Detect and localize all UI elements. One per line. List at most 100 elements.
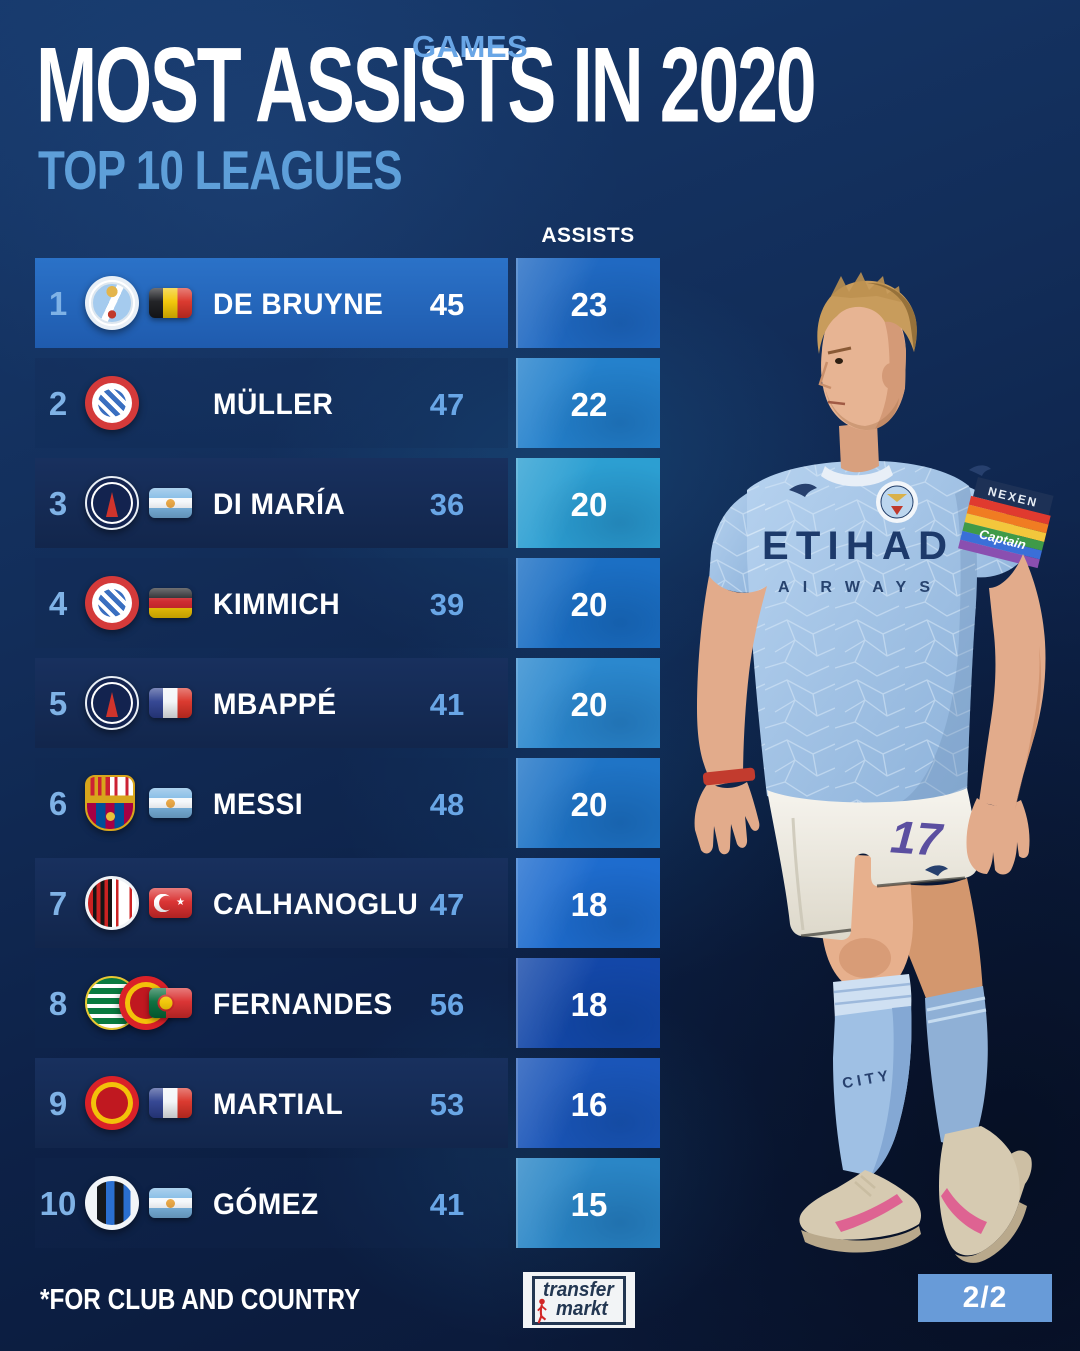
club-badges [85,576,139,630]
club-badges [85,876,139,930]
nation-flags [149,488,192,518]
club-badges [85,476,139,530]
assists-value: 20 [570,586,608,623]
assists-cell: 15 [516,1158,660,1248]
assists-value: 15 [570,1186,608,1223]
games-value: 41 [429,687,465,722]
player-name: FERNANDES [213,988,393,1021]
table-row: 1 DE BRUYNE 45 23 [35,258,660,348]
table-row: 6 MESSI 48 20 [35,758,660,848]
player-name: DI MARÍA [213,488,346,521]
rank-number: 10 [39,1185,77,1222]
flag-france [149,1088,192,1118]
assists-cell: 18 [516,958,660,1048]
brand-logo: transfer markt [523,1272,635,1328]
assists-value: 16 [570,1086,608,1123]
brand-line1: transfer [542,1278,614,1301]
nation-flags [149,288,192,318]
player-name: MARTIAL [213,1088,344,1121]
assists-cell: 22 [516,358,660,448]
column-header-games: GAMES [412,29,529,64]
shorts-number: 17 [889,810,946,866]
flag-gloss [149,1188,192,1218]
club-badges [85,276,139,330]
rank-number: 9 [48,1085,68,1122]
assists-value: 23 [570,286,608,323]
player-name: GÓMEZ [213,1188,319,1221]
club-badge-atalanta [85,1176,139,1230]
games-value: 41 [429,1187,465,1222]
player-name: MESSI [213,788,304,821]
assists-cell: 20 [516,758,660,848]
page-title: MOST ASSISTS IN 2020 [36,25,817,145]
club-badge-man-city [85,276,139,330]
games-value: 53 [429,1087,465,1122]
rank-number: 4 [48,585,68,622]
nation-flags [149,1088,192,1118]
flag-gloss [149,588,192,618]
club-badges [85,676,139,730]
rank-number: 3 [48,485,68,522]
flag-belgium [149,288,192,318]
assists-cell: 23 [516,258,660,348]
footnote: *FOR CLUB AND COUNTRY [40,1284,361,1316]
rank-number: 2 [48,385,68,422]
assists-cell: 16 [516,1058,660,1148]
flag-gloss [149,1088,192,1118]
nation-flags [149,788,192,818]
games-value: 47 [429,887,465,922]
club-badge-man-united [85,1076,139,1130]
club-badge-psg [85,476,139,530]
games-value: 56 [429,987,465,1022]
assists-cell: 18 [516,858,660,948]
flag-gloss [149,988,192,1018]
nation-flags [149,988,192,1018]
assists-value: 22 [570,386,608,423]
flag-germany [149,588,192,618]
assists-value: 20 [570,486,608,523]
jersey: ETIHAD AIRWAYS NEXEN Captain [709,460,1054,808]
games-value: 47 [429,387,465,422]
player-right-arm [966,554,1046,875]
player-photo: ETIHAD AIRWAYS NEXEN Captain [694,272,1054,1263]
flag-gloss [149,288,192,318]
player-name: MBAPPÉ [213,688,337,721]
games-value: 45 [429,287,465,322]
club-badge-barcelona [85,775,135,831]
flag-gloss [149,688,192,718]
club-badge-milan [85,876,139,930]
rank-number: 6 [48,785,68,822]
flag-turkey [149,888,192,918]
player-shorts: 17 [767,788,977,940]
rank-number: 1 [48,285,68,322]
games-value: 36 [429,487,465,522]
flag-portugal [149,988,192,1018]
assists-value: 18 [570,986,608,1023]
club-badge-bayern [85,576,139,630]
nation-flags [149,688,192,718]
player-head [817,272,917,473]
table-row: 3 DI MARÍA 36 20 [35,458,660,548]
club-badge-bayern [85,376,139,430]
page-subtitle: TOP 10 LEAGUES [38,139,403,201]
player-name: CALHANOGLU [213,888,419,921]
flag-argentina [149,788,192,818]
page-indicator: 2/2 [918,1274,1052,1322]
flag-gloss [149,888,192,918]
column-header-assists: ASSISTS [541,224,635,247]
flag-gloss [149,488,192,518]
player-name: MÜLLER [213,388,334,421]
player-name: DE BRUYNE [213,288,384,321]
assists-cell: 20 [516,458,660,548]
table-row: 9 MARTIAL 53 16 [35,1058,660,1148]
table-row: 7 CALHANOGLU 47 18 [35,858,660,948]
flag-argentina [149,1188,192,1218]
brand-line2: markt [555,1297,608,1320]
flag-france [149,688,192,718]
club-badges [85,376,139,430]
assists-value: 18 [570,886,608,923]
nation-flags [149,588,192,618]
table-row: 8 FERNANDES 56 18 [35,958,660,1048]
assists-value: 20 [570,686,608,723]
